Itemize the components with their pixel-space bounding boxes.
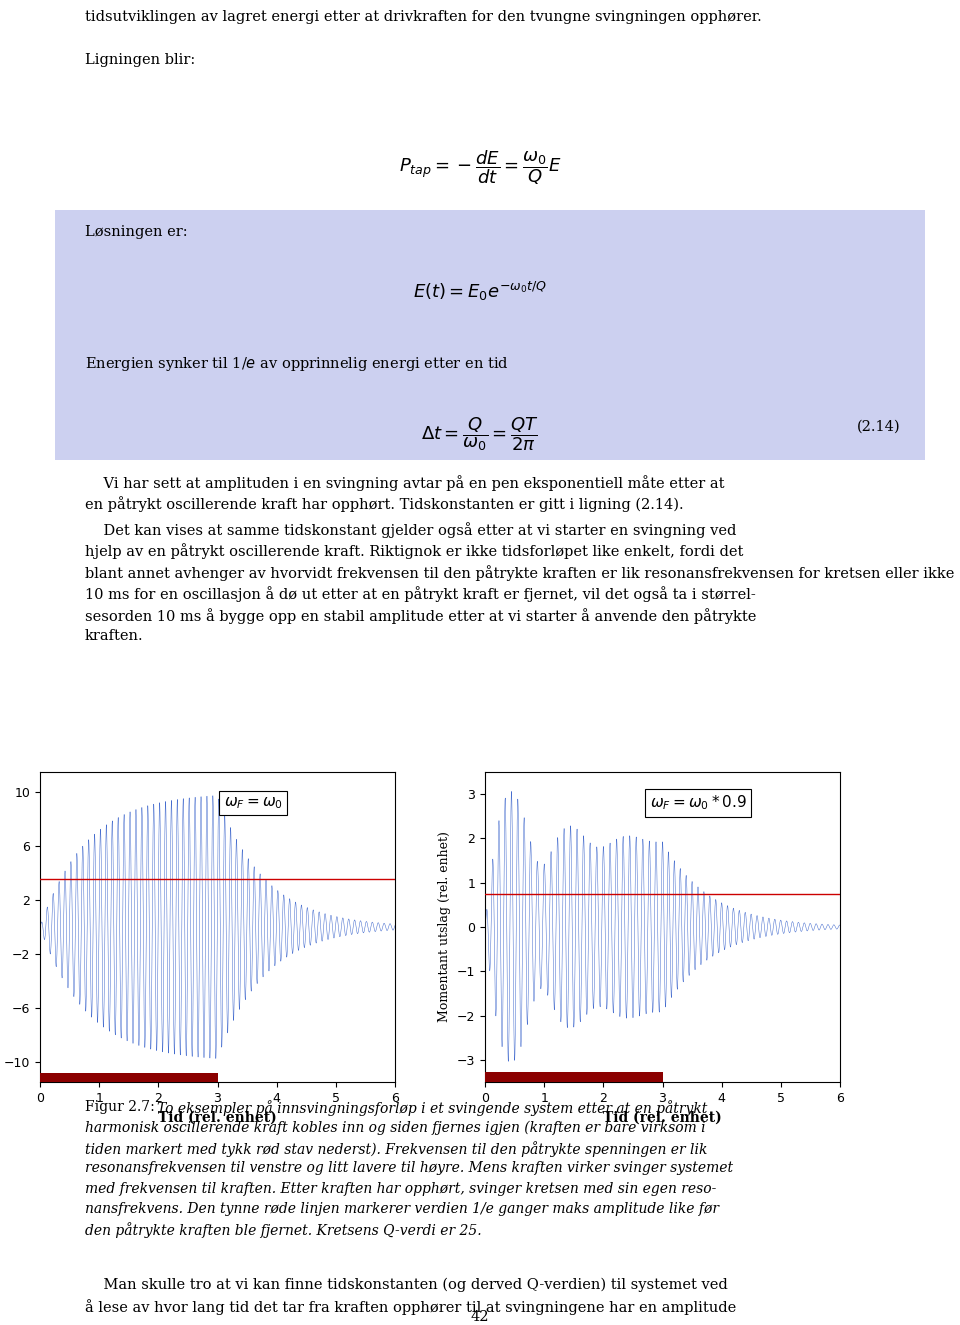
Text: 10 ms for en oscillasjon å dø ut etter at en påtrykt kraft er fjernet, vil det o: 10 ms for en oscillasjon å dø ut etter a… xyxy=(85,587,756,603)
Text: tidsutviklingen av lagret energi etter at drivkraften for den tvungne svingninge: tidsutviklingen av lagret energi etter a… xyxy=(85,11,761,24)
Text: $\omega_F = \omega_0 * 0.9$: $\omega_F = \omega_0 * 0.9$ xyxy=(650,794,747,812)
Text: Figur 2.7:: Figur 2.7: xyxy=(85,1100,159,1114)
Text: 42: 42 xyxy=(470,1310,490,1324)
Text: Vi har sett at amplituden i en svingning avtar på en pen eksponentiell måte ette: Vi har sett at amplituden i en svingning… xyxy=(85,474,725,490)
Text: Man skulle tro at vi kan finne tidskonstanten (og derved Q-verdien) til systemet: Man skulle tro at vi kan finne tidskonst… xyxy=(85,1279,728,1292)
Y-axis label: Momentant utslag (rel. enhet): Momentant utslag (rel. enhet) xyxy=(439,832,451,1023)
Text: $P_{tap} = -\dfrac{dE}{dt} = \dfrac{\omega_0}{Q}E$: $P_{tap} = -\dfrac{dE}{dt} = \dfrac{\ome… xyxy=(398,148,562,187)
Text: harmonisk oscillerende kraft kobles inn og siden fjernes igjen (kraften er bare : harmonisk oscillerende kraft kobles inn … xyxy=(85,1121,706,1134)
Text: hjelp av en påtrykt oscillerende kraft. Riktignok er ikke tidsforløpet like enke: hjelp av en påtrykt oscillerende kraft. … xyxy=(85,543,743,559)
Text: sesorden 10 ms å bygge opp en stabil amplitude etter at vi starter å anvende den: sesorden 10 ms å bygge opp en stabil amp… xyxy=(85,608,756,624)
X-axis label: Tid (rel. enhet): Tid (rel. enhet) xyxy=(158,1110,276,1125)
Text: $\omega_F = \omega_0$: $\omega_F = \omega_0$ xyxy=(224,795,282,811)
Text: Energien synker til 1/$e$ av opprinnelig energi etter en tid: Energien synker til 1/$e$ av opprinnelig… xyxy=(85,355,509,374)
Text: kraften.: kraften. xyxy=(85,629,144,644)
Text: blant annet avhenger av hvorvidt frekvensen til den påtrykte kraften er lik reso: blant annet avhenger av hvorvidt frekven… xyxy=(85,564,960,580)
Text: Det kan vises at samme tidskonstant gjelder også etter at vi starter en svingnin: Det kan vises at samme tidskonstant gjel… xyxy=(85,522,736,538)
Text: $\Delta t = \dfrac{Q}{\omega_0} = \dfrac{QT}{2\pi}$: $\Delta t = \dfrac{Q}{\omega_0} = \dfrac… xyxy=(421,415,539,453)
Text: $E(t) = E_0e^{-\omega_0 t/Q}$: $E(t) = E_0e^{-\omega_0 t/Q}$ xyxy=(413,280,547,303)
Text: med frekvensen til kraften. Etter kraften har opphørt, svinger kretsen med sin e: med frekvensen til kraften. Etter krafte… xyxy=(85,1182,716,1195)
Text: å lese av hvor lang tid det tar fra kraften opphører til at svingningene har en : å lese av hvor lang tid det tar fra kraf… xyxy=(85,1300,736,1316)
Text: den påtrykte kraften ble fjernet. Kretsens Q-verdi er 25.: den påtrykte kraften ble fjernet. Kretse… xyxy=(85,1223,482,1239)
X-axis label: Tid (rel. enhet): Tid (rel. enhet) xyxy=(603,1110,722,1125)
Text: en påtrykt oscillerende kraft har opphørt. Tidskonstanten er gitt i ligning (2.1: en påtrykt oscillerende kraft har opphør… xyxy=(85,497,684,513)
Text: Løsningen er:: Løsningen er: xyxy=(85,225,187,238)
Text: To eksempler på innsvingningsforløp i et svingende system etter at en påtrykt: To eksempler på innsvingningsforløp i et… xyxy=(157,1100,708,1116)
Text: nansfrekvens. Den tynne røde linjen markerer verdien 1/e ganger maks amplitude l: nansfrekvens. Den tynne røde linjen mark… xyxy=(85,1202,719,1216)
Text: Ligningen blir:: Ligningen blir: xyxy=(85,53,195,68)
Text: tiden markert med tykk rød stav nederst). Frekvensen til den påtrykte spenningen: tiden markert med tykk rød stav nederst)… xyxy=(85,1141,708,1157)
Text: resonansfrekvensen til venstre og litt lavere til høyre. Mens kraften virker svi: resonansfrekvensen til venstre og litt l… xyxy=(85,1161,733,1175)
Bar xyxy=(55,209,925,460)
Text: (2.14): (2.14) xyxy=(856,420,900,435)
